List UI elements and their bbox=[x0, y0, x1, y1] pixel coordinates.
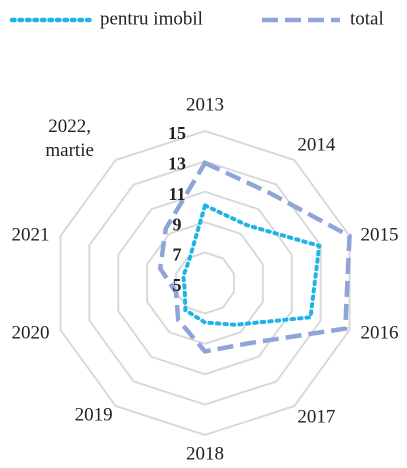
category-label: 2018 bbox=[186, 443, 224, 464]
series-line bbox=[181, 202, 322, 327]
grid-ring bbox=[117, 190, 293, 376]
tick-label: 15 bbox=[168, 123, 186, 143]
category-label: 2013 bbox=[186, 94, 224, 115]
category-label: 2015 bbox=[361, 224, 399, 245]
category-label: 2021 bbox=[11, 224, 49, 245]
legend-label: total bbox=[350, 8, 384, 29]
tick-label: 7 bbox=[173, 245, 182, 265]
legend-label: pentru imobil bbox=[100, 8, 203, 29]
tick-label: 11 bbox=[168, 184, 185, 204]
grid-ring bbox=[59, 129, 351, 437]
tick-label: 13 bbox=[168, 154, 186, 174]
series-line bbox=[157, 160, 352, 354]
tick-label: 9 bbox=[173, 214, 182, 234]
grid-ring bbox=[146, 221, 264, 345]
category-label: 2019 bbox=[75, 404, 113, 425]
category-label: 2020 bbox=[11, 322, 49, 343]
grid-ring bbox=[88, 160, 322, 406]
category-label: 2016 bbox=[361, 322, 399, 343]
category-label: 2022, martie bbox=[45, 116, 94, 161]
tick-label: 5 bbox=[173, 275, 182, 295]
category-label: 2017 bbox=[297, 406, 335, 427]
category-label: 2014 bbox=[297, 134, 336, 155]
grid-ring bbox=[175, 251, 235, 315]
